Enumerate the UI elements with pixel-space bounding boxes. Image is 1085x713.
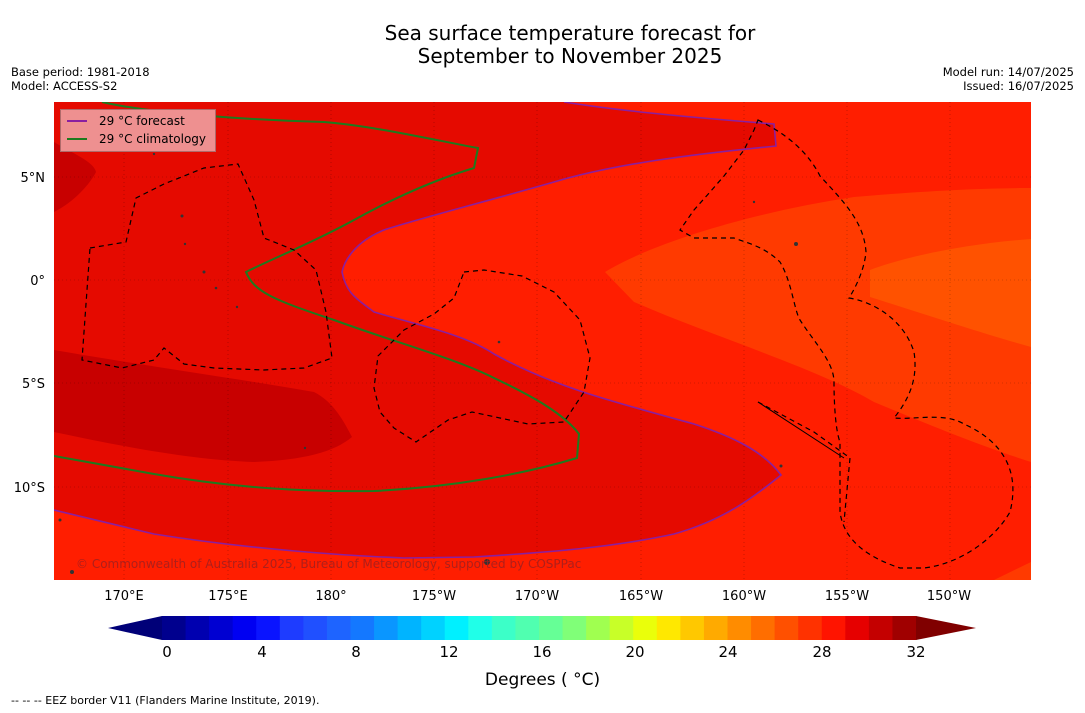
colorbar-cell	[185, 616, 210, 640]
colorbar-cell	[491, 616, 516, 640]
sst-field-30-31-nw	[54, 142, 96, 212]
colorbar-over-arrow	[916, 616, 976, 640]
colorbar-under-arrow	[108, 616, 162, 640]
forecast-line-swatch	[67, 120, 87, 122]
colorbar-tick-8: 8	[351, 643, 361, 661]
lon-label-175e: 175°E	[208, 589, 248, 604]
island-markers	[58, 152, 798, 574]
colorbar-tick-20: 20	[625, 643, 645, 661]
colorbar-cell	[162, 616, 187, 640]
colorbar-tick-0: 0	[162, 643, 172, 661]
lon-label-170w: 170°W	[514, 589, 560, 604]
meta-left: Base period: 1981-2018 Model: ACCESS-S2	[11, 65, 150, 93]
colorbar-cell	[515, 616, 540, 640]
colorbar-cell	[609, 616, 634, 640]
colorbar-tick-28: 28	[812, 643, 832, 661]
issued-text: Issued: 16/07/2025	[963, 79, 1074, 93]
lon-label-180: 180°	[315, 589, 347, 604]
chart-title: Sea surface temperature forecast for Sep…	[0, 22, 1085, 68]
copyright-text: © Commonwealth of Australia 2025, Bureau…	[76, 557, 582, 571]
colorbar-cell	[892, 616, 917, 640]
colorbar-cell	[444, 616, 469, 640]
colorbar-cell	[868, 616, 893, 640]
legend-climatology: 29 °C climatology	[67, 131, 206, 147]
title-line-1: Sea surface temperature forecast for	[384, 21, 756, 45]
colorbar-cell	[303, 616, 328, 640]
forecast-29c-contour	[54, 102, 783, 559]
lon-label-170e: 170°E	[104, 589, 144, 604]
colorbar-cell	[798, 616, 823, 640]
sst-field-26-27	[870, 239, 1031, 347]
colorbar-cell	[326, 616, 351, 640]
eez-footnote: -- -- -- EEZ border V11 (Flanders Marine…	[11, 694, 320, 707]
colorbar-tick-16: 16	[532, 643, 552, 661]
colorbar-cell	[209, 616, 234, 640]
colorbar-tick-32: 32	[906, 643, 926, 661]
eez-borders	[81, 119, 1014, 569]
colorbar-tick-4: 4	[257, 643, 267, 661]
legend-climatology-label: 29 °C climatology	[99, 132, 207, 146]
colorbar-cell	[703, 616, 728, 640]
lon-label-150w: 150°W	[926, 589, 972, 604]
lon-label-165w: 165°W	[618, 589, 664, 604]
colorbar-tick-12: 12	[439, 643, 459, 661]
model-run-text: Model run: 14/07/2025	[942, 65, 1074, 79]
colorbar-cell	[633, 616, 658, 640]
colorbar-cell	[539, 616, 564, 640]
title-line-2: September to November 2025	[417, 44, 723, 68]
legend-forecast-label: 29 °C forecast	[99, 114, 185, 128]
colorbar-cell	[727, 616, 752, 640]
sst-map	[54, 102, 1031, 580]
legend-forecast: 29 °C forecast	[67, 113, 185, 129]
lat-label-5s: 5°S	[21, 377, 45, 392]
climatology-line-swatch	[67, 138, 87, 140]
island-outline	[757, 401, 845, 459]
base-period-text: Base period: 1981-2018	[11, 65, 150, 79]
lon-label-155w: 155°W	[824, 589, 870, 604]
colorbar-cell	[821, 616, 846, 640]
colorbar-cell	[279, 616, 304, 640]
colorbar-cell	[397, 616, 422, 640]
lon-label-175w: 175°W	[411, 589, 457, 604]
lat-label-10s: 10°S	[13, 481, 45, 496]
colorbar-title: Degrees ( °C)	[484, 670, 601, 690]
map-legend: 29 °C forecast 29 °C climatology	[60, 109, 216, 152]
lat-label-0: 0°	[30, 274, 45, 289]
climatology-29c-contour	[54, 102, 581, 493]
map-gridlines	[54, 102, 1031, 580]
colorbar-cell	[350, 616, 375, 640]
colorbar-cell	[256, 616, 281, 640]
colorbar-cell	[374, 616, 399, 640]
colorbar-tick-24: 24	[718, 643, 738, 661]
colorbar-cell	[562, 616, 587, 640]
colorbar-cell	[468, 616, 493, 640]
colorbar-cell	[421, 616, 446, 640]
meta-right: Model run: 14/07/2025 Issued: 16/07/2025	[943, 65, 1074, 93]
colorbar-cell	[774, 616, 799, 640]
colorbar-cell	[751, 616, 776, 640]
colorbar	[108, 616, 976, 640]
sst-field-27-28-corner	[994, 562, 1031, 580]
colorbar-cell	[586, 616, 611, 640]
colorbar-cell	[656, 616, 681, 640]
colorbar-cell	[845, 616, 870, 640]
sst-field-30-31-sw	[54, 350, 352, 462]
lon-label-160w: 160°W	[721, 589, 767, 604]
colorbar-cell	[680, 616, 705, 640]
lat-label-5n: 5°N	[20, 171, 46, 186]
model-text: Model: ACCESS-S2	[11, 79, 118, 93]
colorbar-cell	[232, 616, 257, 640]
